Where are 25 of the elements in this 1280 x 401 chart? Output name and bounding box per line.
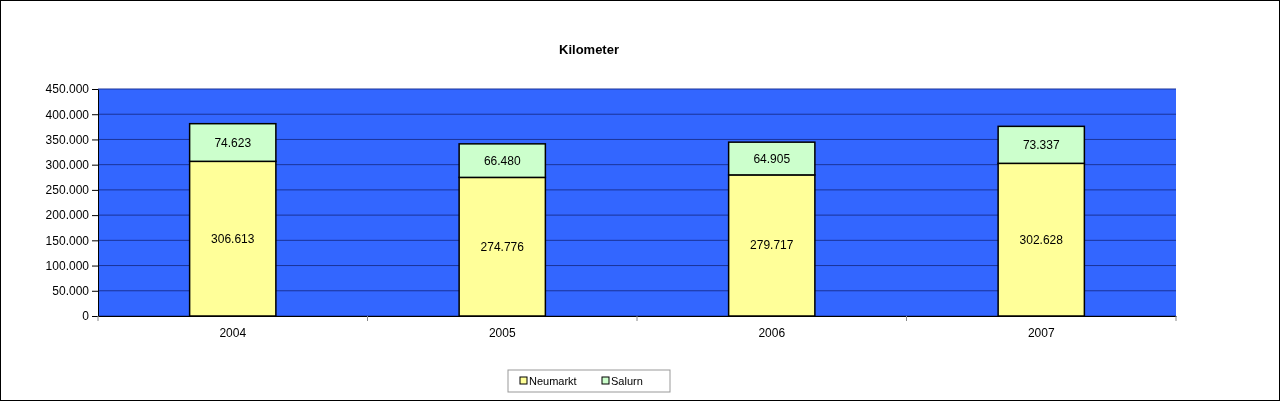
y-tick-label: 200.000 [45,208,90,223]
data-label: 66.480 [483,153,521,168]
data-label: 279.717 [750,238,794,253]
y-tick-label: 400.000 [45,107,90,122]
chart-title: Kilometer [559,42,619,57]
x-tick-label: 2004 [219,325,247,340]
data-label: 306.613 [211,231,255,246]
x-tick-label: 2006 [758,325,786,340]
data-label: 302.628 [1019,232,1064,247]
data-label: 274.776 [480,239,525,254]
legend-label: Salurn [611,375,643,387]
x-tick-label: 2005 [488,325,516,340]
y-tick-label: 100.000 [45,258,90,273]
y-tick-label: 0 [82,309,90,324]
legend-label: Neumarkt [529,375,577,387]
y-tick-label: 450.000 [45,82,90,97]
data-label: 73.337 [1022,137,1060,152]
data-label: 64.905 [753,151,791,166]
y-tick-label: 150.000 [45,233,90,248]
data-label: 74.623 [214,135,252,150]
y-tick-label: 50.000 [52,284,90,299]
y-tick-label: 250.000 [45,183,90,198]
y-tick-label: 300.000 [45,158,90,173]
x-tick-label: 2007 [1027,325,1055,340]
y-tick-label: 350.000 [45,132,90,147]
